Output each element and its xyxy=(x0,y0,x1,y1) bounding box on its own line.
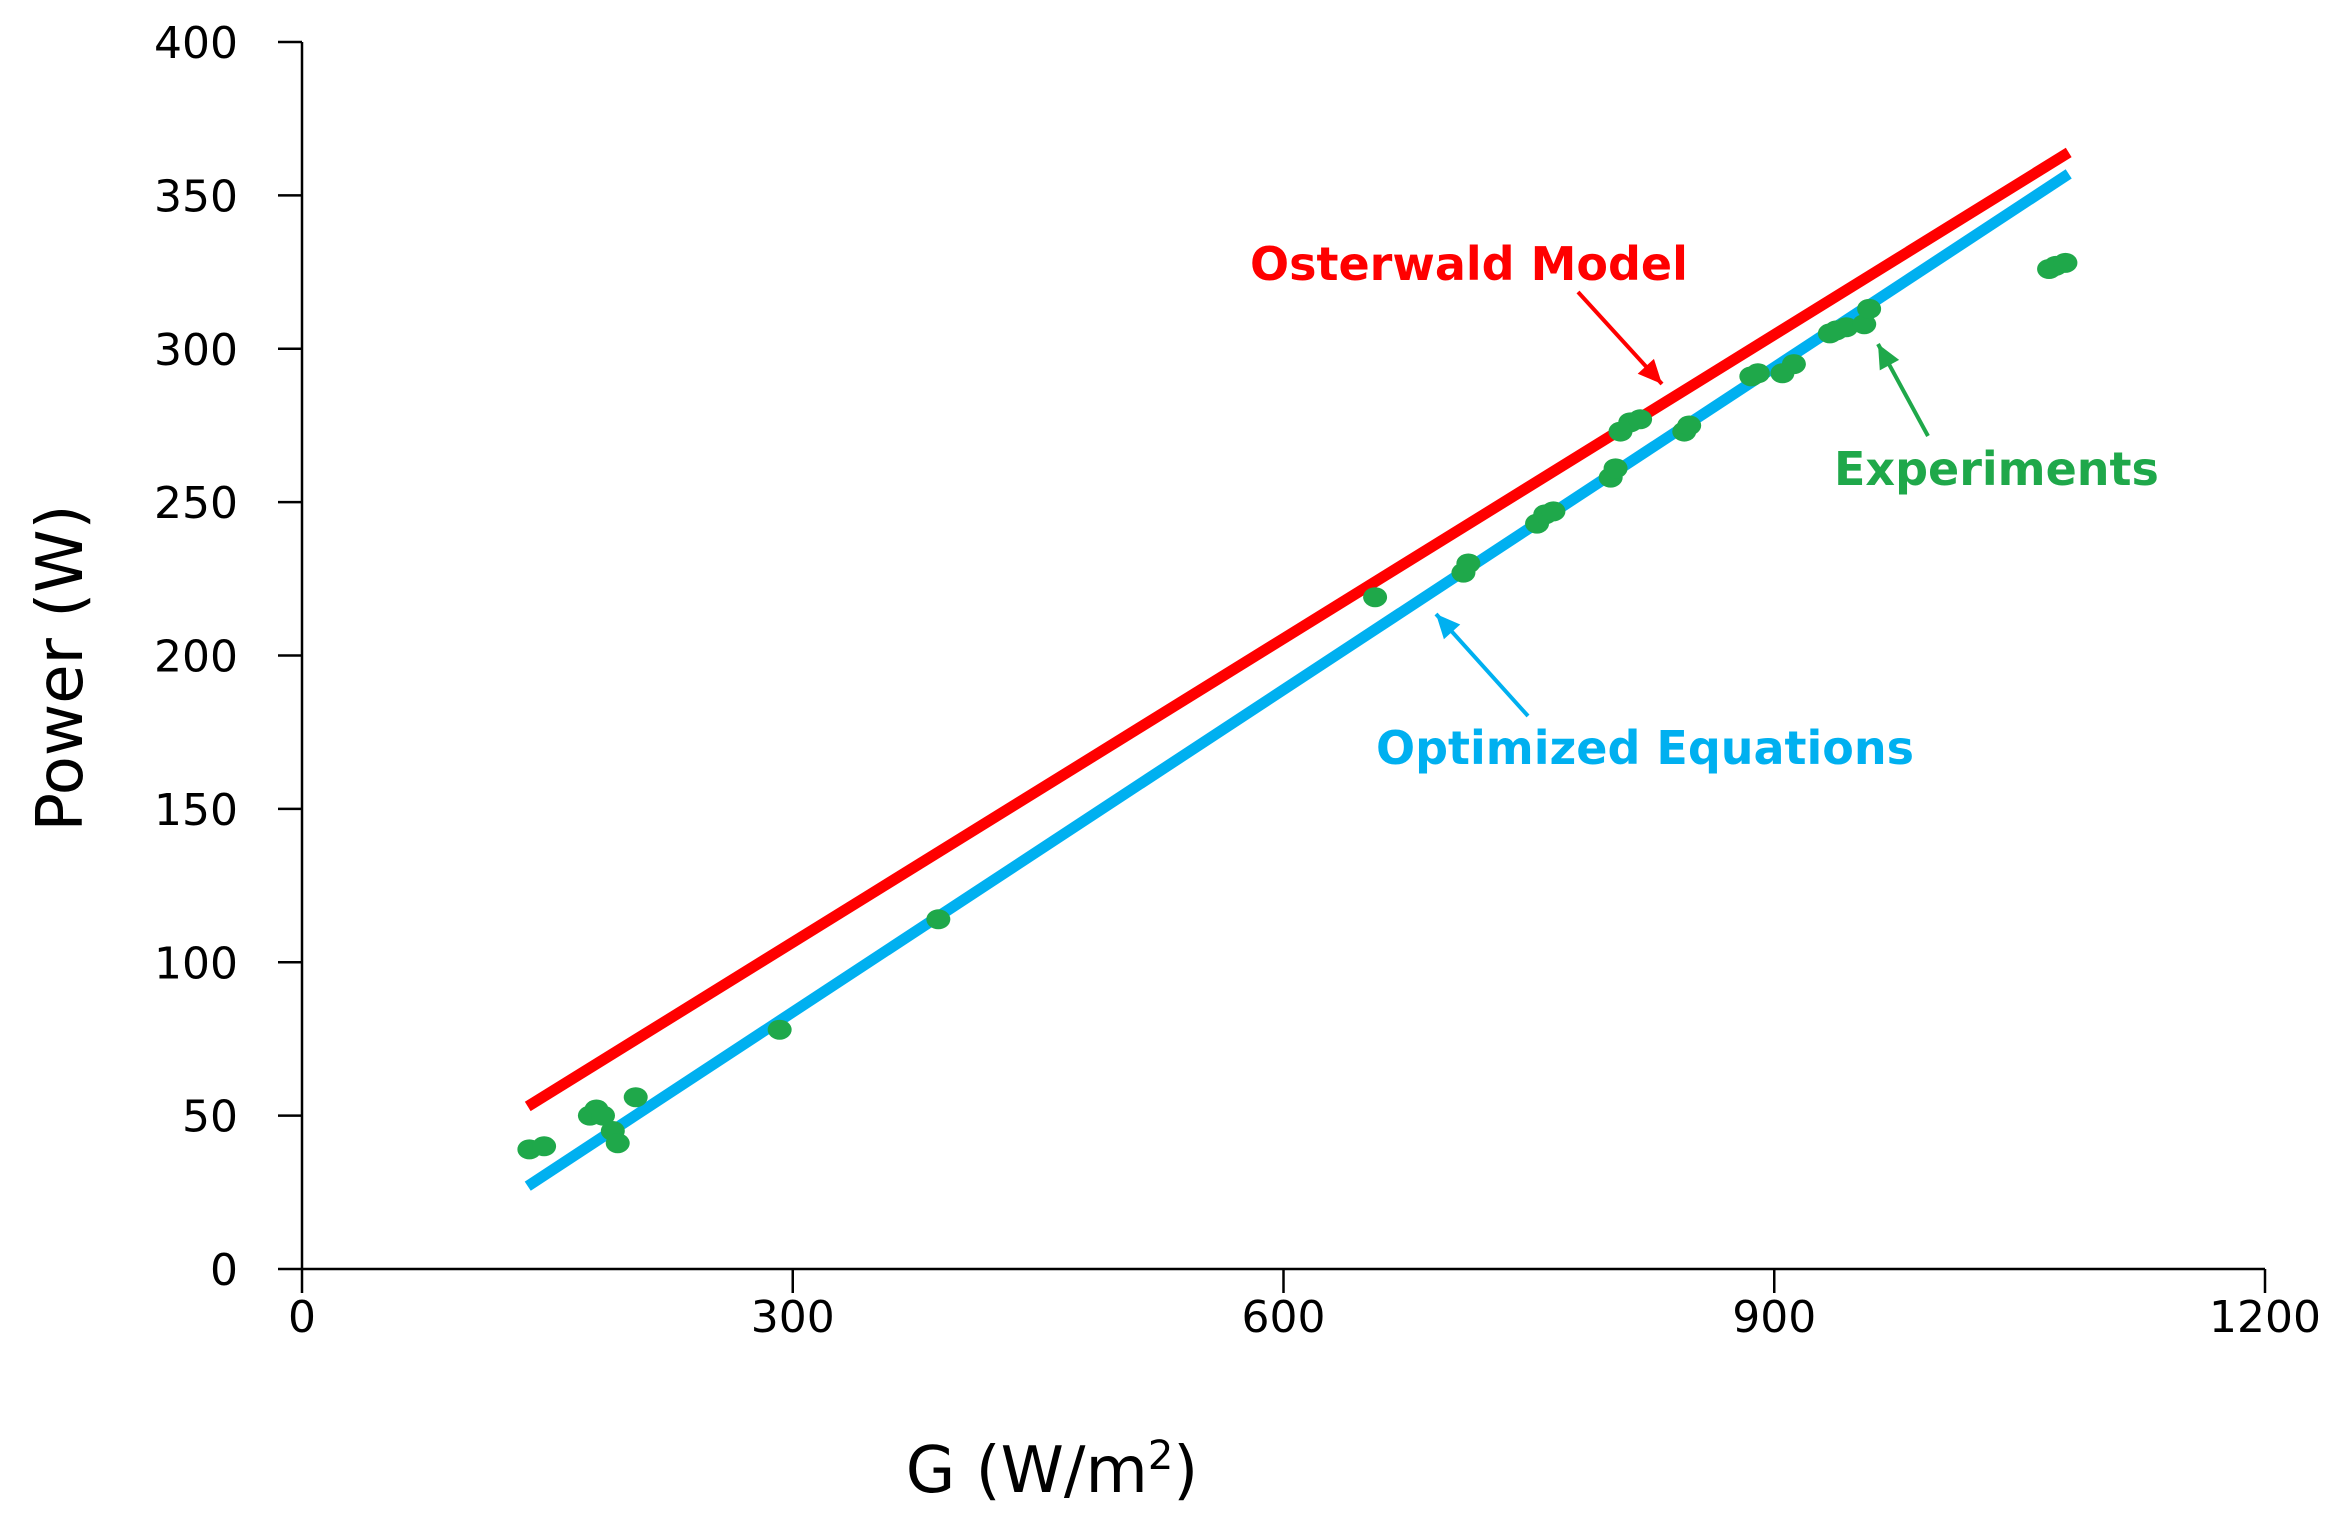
y-tick-label: 100 xyxy=(154,938,238,989)
experiment-point xyxy=(1628,409,1653,430)
optimized-equations-label: Optimized Equations xyxy=(1376,721,1914,775)
experiment-points xyxy=(517,252,2078,1160)
experiment-point xyxy=(1834,317,1859,338)
x-tick-label: 600 xyxy=(1242,1292,1326,1343)
x-tick-label: 900 xyxy=(1732,1292,1816,1343)
series-lines xyxy=(524,147,2072,1191)
experiments-arrowhead xyxy=(1878,344,1900,371)
experiment-point xyxy=(2053,252,2078,273)
experiment-point xyxy=(623,1087,648,1108)
x-axis-title-suffix: ) xyxy=(1173,1434,1198,1508)
experiment-point xyxy=(1857,298,1882,319)
experiment-point xyxy=(1541,501,1566,522)
experiment-point xyxy=(1677,415,1702,436)
y-axis-title: Power (W) xyxy=(24,504,98,831)
y-tick-label: 400 xyxy=(154,18,238,69)
axes xyxy=(300,42,2265,1271)
annotations: Osterwald Model Optimized Equations Expe… xyxy=(1250,237,2159,775)
osterwald-model-label: Osterwald Model xyxy=(1250,237,1688,291)
experiment-point xyxy=(1603,458,1628,479)
x-ticks: 0 300 600 900 1200 xyxy=(288,1269,2321,1343)
optimized-arrowhead xyxy=(1436,614,1461,640)
experiments-label: Experiments xyxy=(1834,442,2159,496)
experiment-point xyxy=(1781,354,1806,375)
y-tick-label: 150 xyxy=(154,785,238,836)
experiment-point xyxy=(926,909,951,930)
experiment-point xyxy=(1456,553,1481,574)
experiment-point xyxy=(590,1105,615,1126)
x-tick-label: 0 xyxy=(288,1292,316,1343)
y-ticks: 0 50 100 150 200 250 300 350 400 xyxy=(154,18,302,1296)
experiment-point xyxy=(1852,314,1877,335)
experiment-point xyxy=(532,1136,557,1157)
experiment-point xyxy=(1745,363,1770,384)
y-tick-label: 300 xyxy=(154,325,238,376)
y-tick-label: 250 xyxy=(154,478,238,529)
x-axis-title: G (W/m2) xyxy=(906,1433,1199,1508)
osterwald-arrowhead xyxy=(1637,358,1662,384)
y-tick-label: 200 xyxy=(154,632,238,683)
x-axis-title-superscript: 2 xyxy=(1148,1433,1173,1479)
experiment-point xyxy=(1363,587,1388,608)
experiment-point xyxy=(767,1019,792,1040)
osterwald-model-line xyxy=(524,147,2072,1112)
optimized-equations-line xyxy=(524,169,2072,1191)
x-tick-label: 300 xyxy=(751,1292,835,1343)
y-tick-label: 350 xyxy=(154,171,238,222)
y-tick-label: 50 xyxy=(182,1092,238,1143)
y-tick-label: 0 xyxy=(210,1245,238,1296)
experiment-point xyxy=(605,1133,630,1154)
x-axis-title-main: G (W/m xyxy=(906,1434,1148,1508)
x-tick-label: 1200 xyxy=(2209,1292,2321,1343)
